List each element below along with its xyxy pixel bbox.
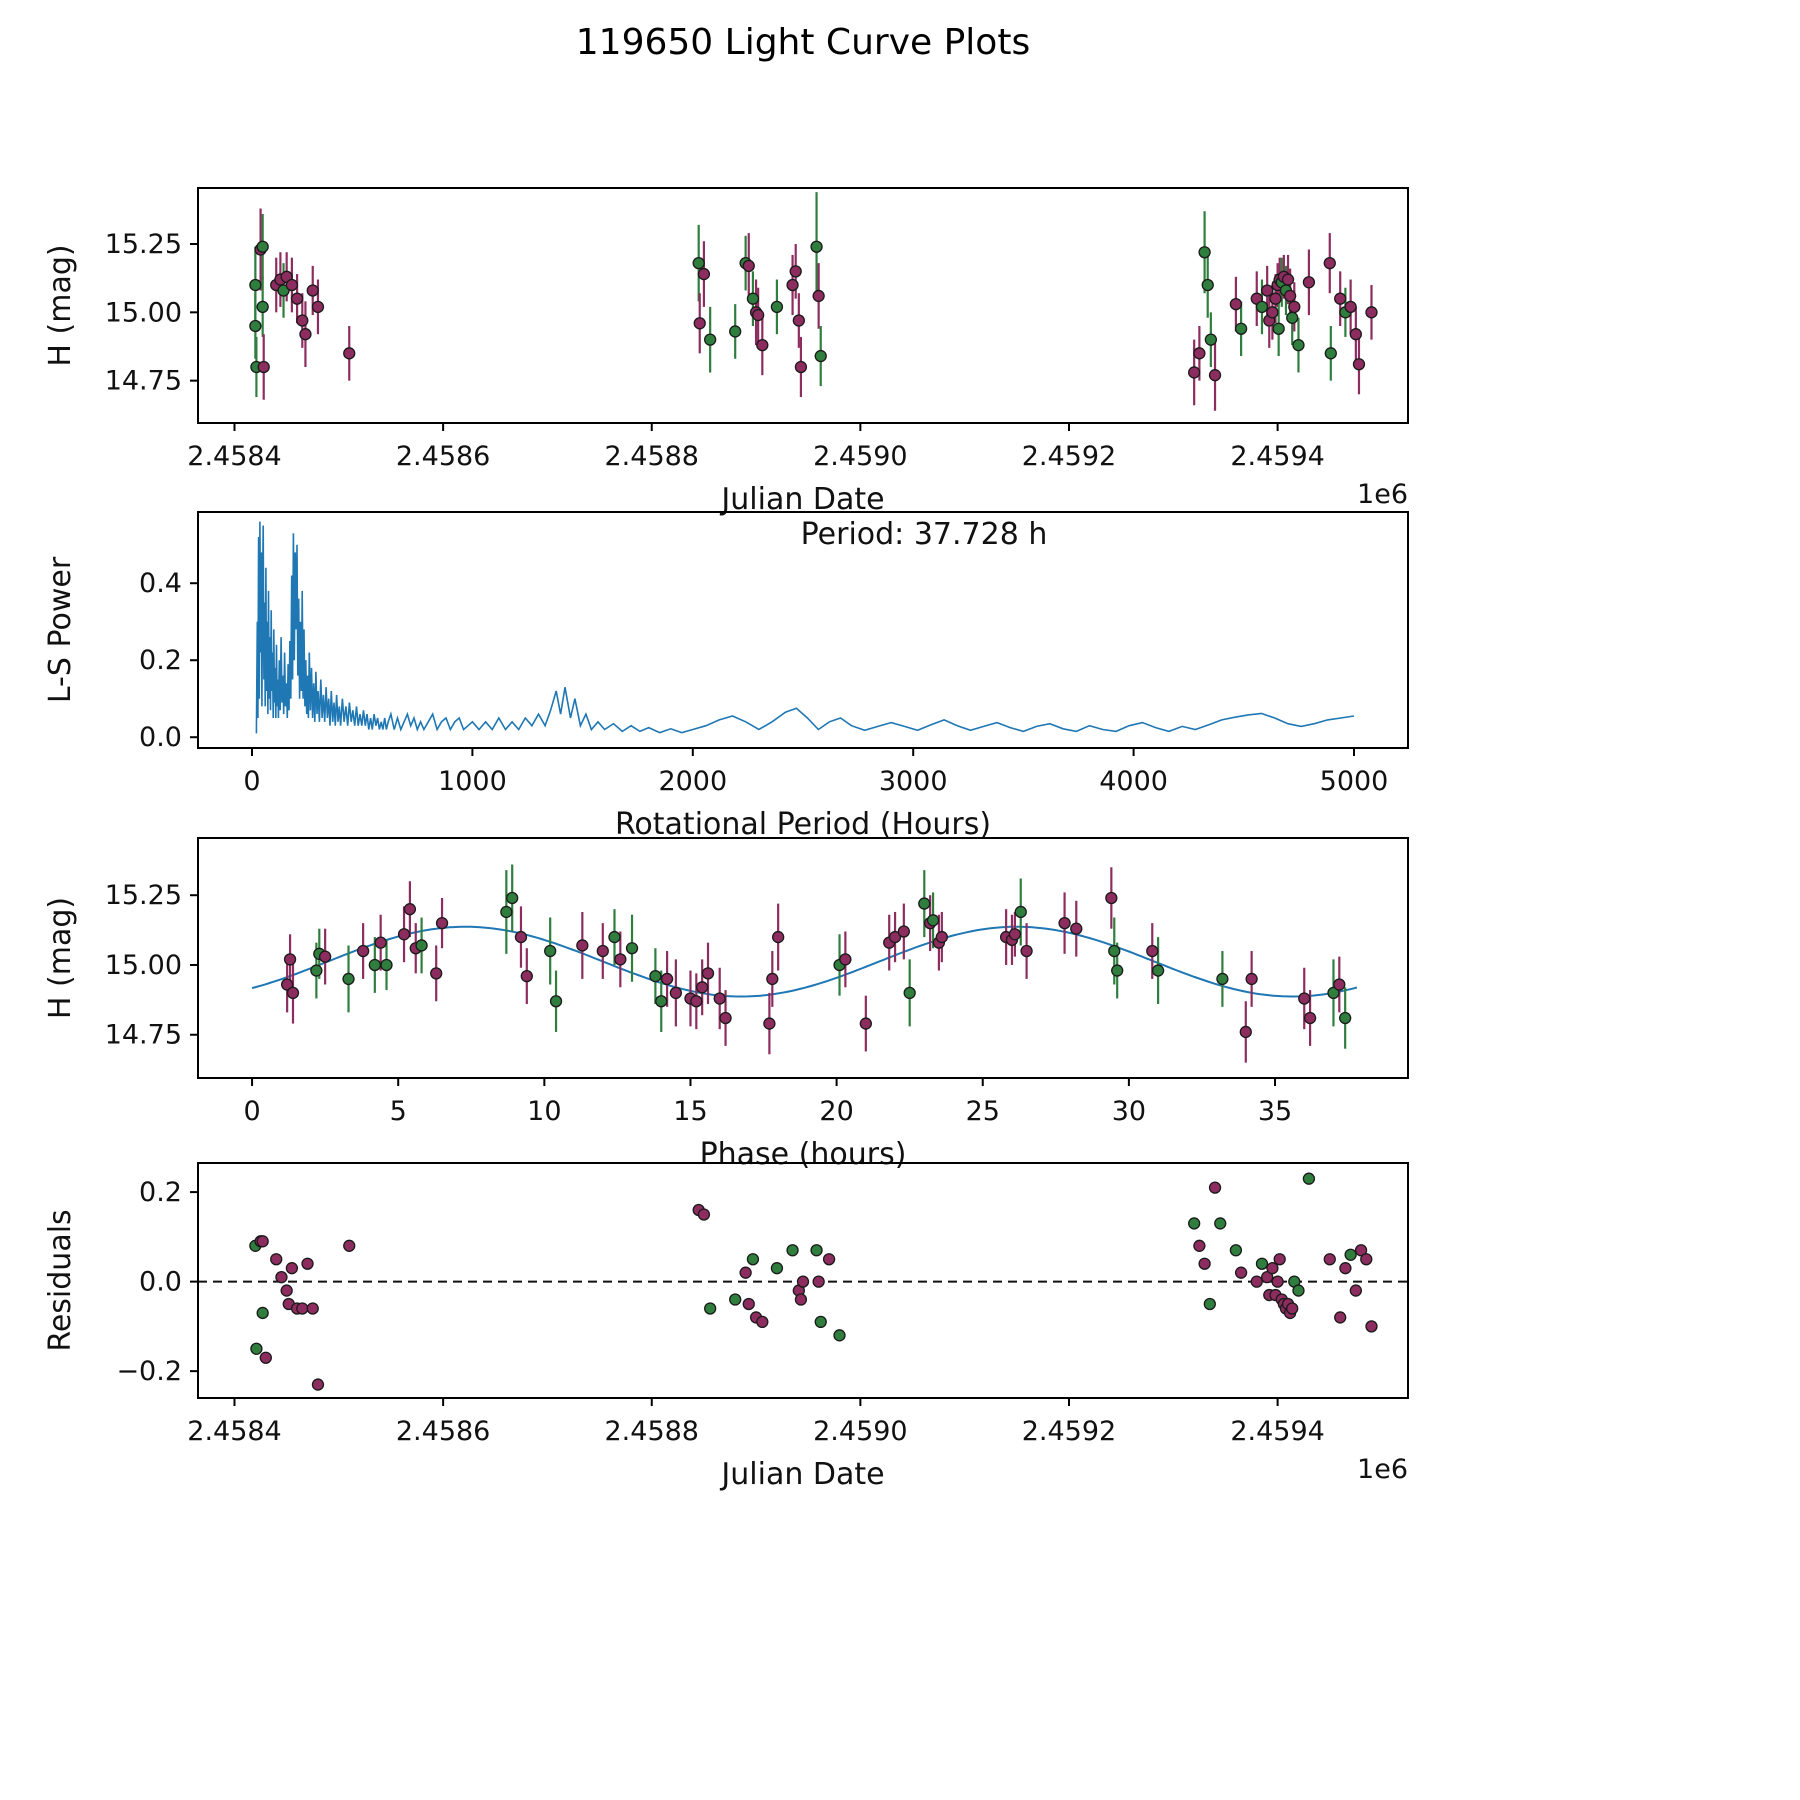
x-tick-label: 35 — [1258, 1096, 1292, 1127]
y-axis-label: L-S Power — [43, 556, 78, 703]
x-tick-label: 2.4592 — [1022, 441, 1116, 472]
x-tick-label: 2.4590 — [813, 1416, 907, 1447]
x-tick-label: 2.4594 — [1230, 1416, 1324, 1447]
x-axis-offset-label: 1e6 — [1357, 479, 1408, 510]
x-axis-label: Phase (hours) — [700, 1137, 907, 1172]
figure-title: 119650 Light Curve Plots — [575, 22, 1031, 63]
x-tick-label: 5000 — [1320, 766, 1389, 797]
subplot-jd-lightcurve: 2.4584 2.4586 2.4588 2.4590 2.4592 2.4594 14.7… — [43, 187, 1409, 517]
data-points — [249, 240, 1378, 382]
x-tick-label: 15 — [673, 1096, 707, 1127]
error-bars — [286, 864, 1347, 1063]
x-tick-label: 2.4584 — [187, 1416, 281, 1447]
x-tick-label: 2.4586 — [396, 1416, 490, 1447]
y-tick-label: 15.25 — [105, 880, 182, 911]
y-tick-label: 0.0 — [139, 1267, 182, 1298]
y-tick-label: 15.00 — [105, 297, 182, 328]
axes-frame — [197, 1162, 1409, 1399]
x-tick-label: 2.4592 — [1022, 1416, 1116, 1447]
y-tick-label: 15.25 — [105, 229, 182, 260]
subplot-periodogram: Period: 37.728 h 0 1000 2000 3000 4000 5000 0.0… — [43, 511, 1409, 842]
y-axis-label: Residuals — [43, 1209, 78, 1351]
y-tick-label: 15.00 — [105, 950, 182, 981]
x-tick-label: 2.4584 — [187, 441, 281, 472]
x-tick-label: 1000 — [438, 766, 507, 797]
axes-frame — [197, 837, 1409, 1079]
x-tick-label: 5 — [390, 1096, 407, 1127]
y-tick-label: 0.4 — [139, 568, 182, 599]
x-axis-label: Julian Date — [719, 1457, 884, 1492]
y-tick-label: 14.75 — [105, 1020, 182, 1051]
x-tick-label: 2.4588 — [605, 441, 699, 472]
subplot-residuals: 2.4584 2.4586 2.4588 2.4590 2.4592 2.4594 −0.2… — [43, 1162, 1409, 1492]
x-tick-label: 2000 — [658, 766, 727, 797]
x-tick-label: 2.4588 — [605, 1416, 699, 1447]
x-tick-label: 3000 — [879, 766, 948, 797]
x-tick-label: 2.4586 — [396, 441, 490, 472]
fit-curve — [251, 925, 1358, 998]
y-tick-label: 0.0 — [139, 722, 182, 753]
x-tick-label: 10 — [527, 1096, 561, 1127]
periodogram-line — [255, 521, 1355, 734]
y-tick-label: 14.75 — [105, 366, 182, 397]
data-points — [249, 1172, 1378, 1391]
x-tick-label: 2.4594 — [1230, 441, 1324, 472]
x-tick-label: 4000 — [1099, 766, 1168, 797]
x-tick-label: 30 — [1112, 1096, 1146, 1127]
x-tick-label: 20 — [819, 1096, 853, 1127]
y-tick-label: 0.2 — [139, 645, 182, 676]
axes-frame — [197, 187, 1409, 424]
x-tick-label: 25 — [966, 1096, 1000, 1127]
x-tick-label: 0 — [243, 1096, 260, 1127]
period-annotation: Period: 37.728 h — [801, 517, 1048, 552]
y-tick-label: −0.2 — [116, 1356, 182, 1387]
axes-frame — [197, 511, 1409, 749]
y-axis-label: H (mag) — [43, 897, 78, 1019]
y-axis-label: H (mag) — [43, 244, 78, 366]
y-tick-label: 0.2 — [139, 1177, 182, 1208]
x-tick-label: 0 — [243, 766, 260, 797]
x-axis-offset-label: 1e6 — [1357, 1454, 1408, 1485]
error-bars — [254, 192, 1373, 411]
x-axis-label: Rotational Period (Hours) — [615, 807, 991, 842]
x-tick-label: 2.4590 — [813, 441, 907, 472]
subplot-phase-curve: 0 5 10 15 20 25 30 35 14.75 15.00 15.25 Phase (hour… — [43, 837, 1409, 1172]
data-points — [280, 891, 1352, 1039]
